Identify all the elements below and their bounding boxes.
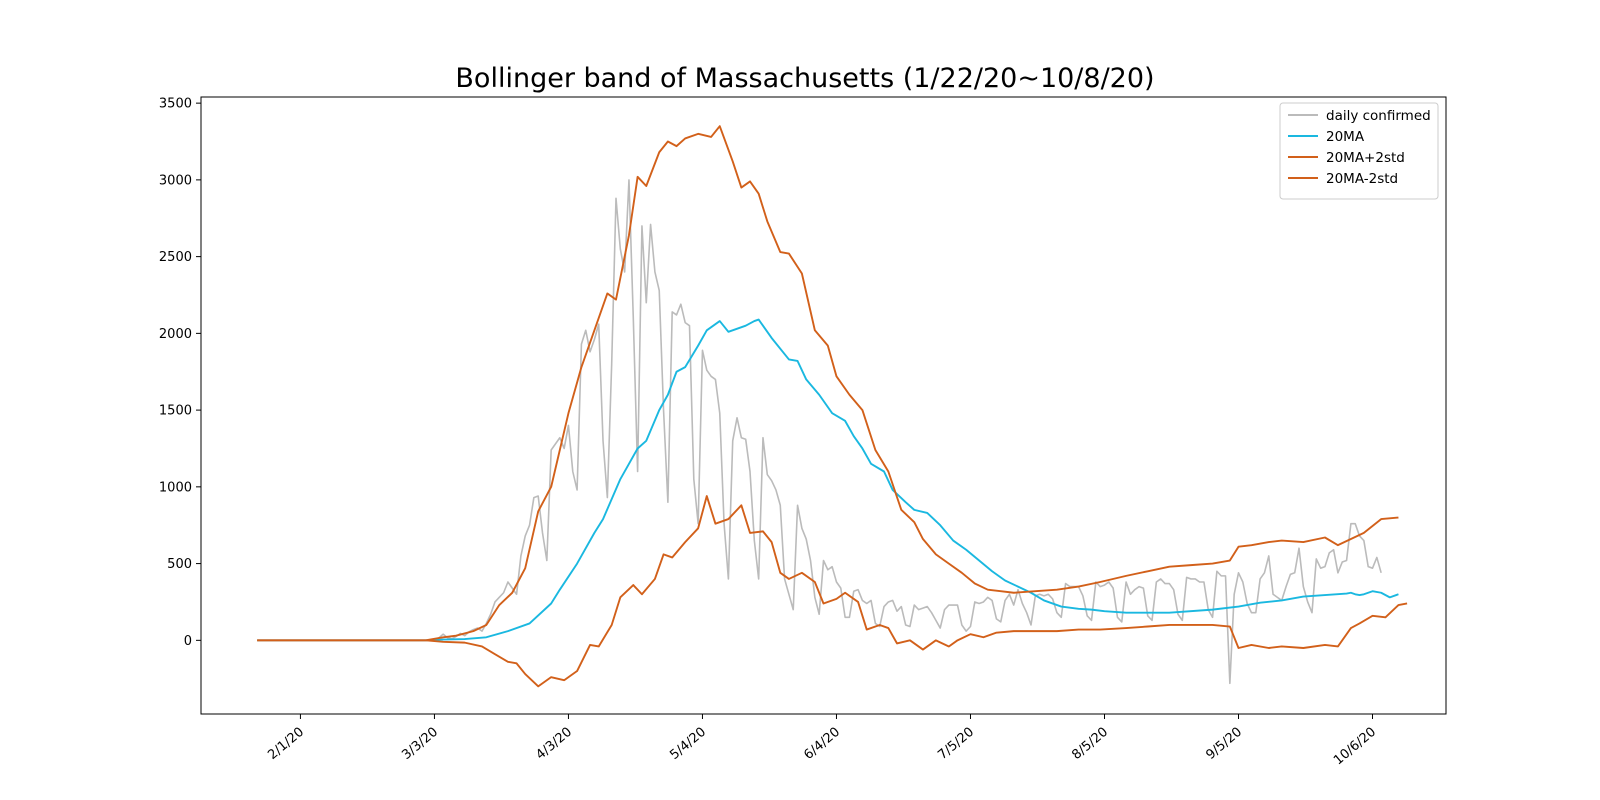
legend-label: 20MA-2std [1326, 171, 1398, 187]
y-tick-label: 2000 [159, 327, 192, 342]
legend-label: 20MA+2std [1326, 150, 1405, 166]
plot-frame [201, 97, 1446, 714]
x-tick-label: 2/1/20 [265, 725, 307, 763]
legend-label: daily confirmed [1326, 108, 1431, 124]
x-tick-label: 7/5/20 [935, 725, 977, 763]
axes: 0 500 1000 1500 2000 2500 3000 3500 2/1/20 3/3/20… [159, 97, 1446, 769]
x-tick-label: 5/4/20 [667, 725, 709, 763]
legend: daily confirmed 20MA 20MA+2std 20MA-2std [1280, 103, 1438, 199]
y-tick-label: 500 [167, 557, 192, 572]
y-tick-label: 1500 [159, 404, 192, 419]
x-tick-label: 8/5/20 [1069, 725, 1111, 763]
x-tick-label: 3/3/20 [399, 725, 441, 763]
y-tick-label: 0 [184, 634, 192, 649]
x-tick-label: 4/3/20 [533, 725, 575, 763]
legend-label: 20MA [1326, 129, 1365, 145]
series-line-20ma [257, 320, 1398, 641]
chart-title: Bollinger band of Massachusetts (1/22/20… [455, 63, 1154, 94]
series-line-daily-confirmed [257, 180, 1381, 683]
x-tick-label: 10/6/20 [1331, 725, 1379, 769]
y-tick-label: 1000 [159, 480, 192, 495]
x-tick-label: 9/5/20 [1203, 725, 1245, 763]
plot-area [257, 126, 1407, 686]
series-line-20ma-2std [257, 126, 1398, 640]
y-tick-label: 3500 [159, 97, 192, 112]
x-tick-label: 6/4/20 [801, 725, 843, 763]
y-tick-label: 3000 [159, 173, 192, 188]
y-tick-label: 2500 [159, 250, 192, 265]
